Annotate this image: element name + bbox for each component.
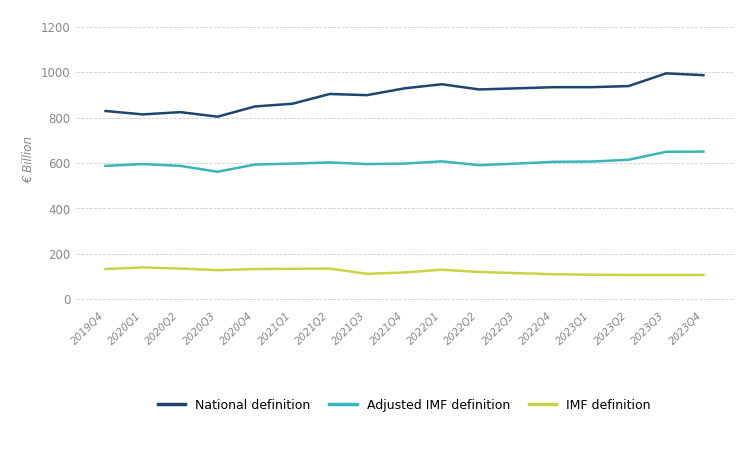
Line: Adjusted IMF definition: Adjusted IMF definition xyxy=(106,152,703,172)
IMF definition xyxy=(175,266,184,271)
Adjusted IMF definition xyxy=(250,162,259,167)
National definition xyxy=(437,81,446,87)
IMF definition xyxy=(325,266,334,271)
Adjusted IMF definition xyxy=(512,161,521,166)
Adjusted IMF definition xyxy=(288,161,297,166)
Legend: National definition, Adjusted IMF definition, IMF definition: National definition, Adjusted IMF defini… xyxy=(153,394,656,417)
IMF definition xyxy=(512,270,521,276)
National definition xyxy=(624,83,634,89)
Adjusted IMF definition xyxy=(175,163,184,169)
National definition xyxy=(288,101,297,107)
Adjusted IMF definition xyxy=(699,149,708,154)
IMF definition xyxy=(363,271,372,276)
IMF definition xyxy=(213,267,222,273)
Adjusted IMF definition xyxy=(213,169,222,175)
Adjusted IMF definition xyxy=(138,162,147,167)
IMF definition xyxy=(138,265,147,270)
IMF definition xyxy=(437,267,446,272)
IMF definition xyxy=(288,266,297,271)
IMF definition xyxy=(475,269,484,274)
National definition xyxy=(363,92,372,98)
IMF definition xyxy=(250,266,259,272)
National definition xyxy=(587,85,596,90)
National definition xyxy=(325,91,334,97)
Adjusted IMF definition xyxy=(363,162,372,167)
National definition xyxy=(213,114,222,119)
National definition xyxy=(512,86,521,91)
National definition xyxy=(699,72,708,78)
National definition xyxy=(175,109,184,115)
National definition xyxy=(550,85,559,90)
Adjusted IMF definition xyxy=(101,163,110,169)
Adjusted IMF definition xyxy=(587,159,596,164)
IMF definition xyxy=(101,266,110,272)
IMF definition xyxy=(550,271,559,277)
IMF definition xyxy=(662,272,671,278)
National definition xyxy=(138,112,147,117)
National definition xyxy=(475,87,484,92)
IMF definition xyxy=(400,270,409,275)
Line: IMF definition: IMF definition xyxy=(106,267,703,275)
National definition xyxy=(400,86,409,91)
IMF definition xyxy=(624,272,634,278)
Adjusted IMF definition xyxy=(475,162,484,168)
Adjusted IMF definition xyxy=(437,159,446,164)
Line: National definition: National definition xyxy=(106,73,703,117)
IMF definition xyxy=(587,272,596,277)
National definition xyxy=(662,71,671,76)
Adjusted IMF definition xyxy=(325,160,334,165)
Y-axis label: € Billion: € Billion xyxy=(23,136,36,183)
IMF definition xyxy=(699,272,708,278)
Adjusted IMF definition xyxy=(550,159,559,165)
National definition xyxy=(250,104,259,109)
Adjusted IMF definition xyxy=(624,157,634,162)
Adjusted IMF definition xyxy=(662,149,671,154)
Adjusted IMF definition xyxy=(400,161,409,166)
National definition xyxy=(101,108,110,114)
